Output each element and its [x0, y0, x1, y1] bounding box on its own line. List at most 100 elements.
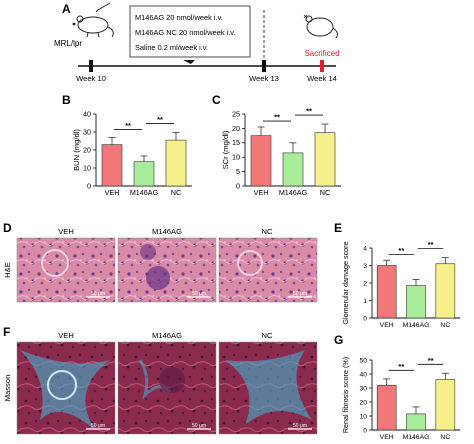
sacrificed-label: Sacrificed: [304, 49, 339, 58]
bar-nc: [165, 139, 187, 187]
he-scalebar-nc: 50 μm: [288, 291, 312, 298]
x-tick-label: NC: [440, 322, 450, 329]
he-row: VEH M146AG NC 50 μm 50 μm 50 μm H&E: [3, 227, 318, 303]
week13-tick: [262, 60, 266, 72]
bar-m146ag: [406, 285, 426, 319]
bar-veh: [376, 265, 397, 319]
row-label-masson: Masson: [3, 375, 12, 402]
significance-stars: **: [428, 356, 434, 365]
y-axis-label: Renal fibrosis score (%): [341, 357, 350, 433]
y-tick-label: 3: [363, 263, 367, 270]
masson-collagen-veh: [20, 350, 110, 430]
panel-letter-e: E: [334, 221, 342, 235]
y-tick-label: 30: [359, 385, 367, 392]
mouse-label: MRL/lpr: [54, 39, 82, 48]
chart-fibrosis: 0 10 20 30 40 50 Renal fibrosis score (%) VEH M1…: [341, 356, 460, 441]
y-axis-label: BUN (mg/dl): [72, 129, 81, 171]
y-tick-label: 10: [232, 153, 240, 162]
bar-veh: [101, 144, 123, 187]
scalebar-label: 50 μm: [91, 291, 105, 297]
panel-letter-a: A: [62, 2, 71, 16]
he-glomerulus-m146ag-2: [140, 244, 156, 260]
y-tick-label: 40: [359, 371, 367, 378]
week10-tick: [89, 60, 93, 72]
y-tick-label: 5: [236, 167, 240, 176]
bar-nc: [314, 132, 336, 187]
he-glomerulus-m146ag-1: [146, 266, 170, 290]
mouse-icon: [72, 15, 114, 38]
chart-bun: 0 10 20 30 40 BUN (mg/dl) VEH M146AG NC ** **: [72, 109, 192, 197]
y-tick-label: 4: [363, 245, 367, 252]
y-tick-label: 2: [363, 280, 367, 287]
treatment-1: M146AG 20 nmol/week i.v.: [135, 13, 223, 22]
masson-glomerulus-veh: [47, 370, 77, 400]
scalebar-label: 50 μm: [192, 423, 206, 429]
masson-glomerulus-m146ag: [159, 367, 185, 393]
syringe-icon: [95, 2, 111, 13]
x-tick-label: VEH: [380, 434, 394, 441]
x-tick-label: VEH: [254, 188, 269, 197]
x-tick-label: M146AG: [403, 434, 430, 441]
column-label-nc: NC: [262, 227, 273, 236]
bar-veh: [376, 384, 397, 431]
panel-letter-d: D: [3, 221, 12, 235]
bar-m146ag: [282, 152, 304, 187]
x-tick-label: NC: [440, 434, 450, 441]
y-tick-label: 20: [83, 145, 91, 154]
he-glomerulus-nc: [237, 250, 263, 276]
x-tick-label: M146AG: [130, 188, 159, 197]
significance-stars: **: [428, 240, 434, 249]
week-13-label: Week 13: [249, 74, 279, 83]
y-tick-label: 40: [83, 109, 91, 118]
treatment-box: [129, 5, 251, 58]
he-glomerulus-veh: [41, 249, 69, 277]
x-tick-label: M146AG: [279, 188, 308, 197]
bar-nc: [435, 379, 456, 431]
column-label-veh: VEH: [58, 227, 74, 236]
he-image-nc: [218, 237, 318, 303]
panel-letter-b: B: [62, 93, 71, 107]
he-scalebar-veh: 50 μm: [86, 291, 110, 298]
y-tick-label: 50: [359, 357, 367, 364]
week-10-label: Week 10: [76, 74, 106, 83]
y-tick-label: 0: [363, 315, 367, 322]
y-tick-label: 0: [236, 181, 240, 190]
he-scalebar-m146ag: 50 μm: [187, 291, 211, 298]
scalebar-label: 50 μm: [91, 423, 105, 429]
y-tick-label: 20: [359, 399, 367, 406]
chart-scr: 0 5 10 15 20 25 SCr (mg/dl) VEH M146AG NC ** **: [221, 107, 341, 197]
y-tick-label: 10: [83, 163, 91, 172]
y-tick-label: 30: [83, 127, 91, 136]
y-axis-label: SCr (mg/dl): [221, 130, 230, 169]
bar-veh: [250, 135, 272, 187]
x-tick-label: NC: [171, 188, 181, 197]
panel-letter-g: G: [334, 333, 343, 347]
significance-stars: **: [306, 107, 312, 116]
column-label-m146ag: M146AG: [152, 331, 182, 340]
y-tick-label: 25: [232, 109, 240, 118]
significance-stars: **: [398, 362, 404, 371]
y-tick-label: 0: [87, 181, 91, 190]
significance-stars: **: [125, 121, 131, 130]
x-tick-label: VEH: [380, 322, 394, 329]
x-tick-label: VEH: [105, 188, 120, 197]
chart-glomerular: 0 1 2 3 4 Glomerular damage score VEH M146AG NC *…: [341, 240, 460, 329]
panel-letter-c: C: [212, 93, 221, 107]
row-label-he: H&E: [3, 262, 12, 278]
bar-nc: [435, 263, 456, 319]
masson-scalebar-nc: 50 μm: [288, 423, 312, 430]
scalebar-label: 50 μm: [192, 291, 206, 297]
column-label-nc: NC: [262, 331, 273, 340]
masson-row: VEH M146AG NC 50 μm 50 μm 50 μm Masson: [3, 331, 318, 435]
y-axis-label: Glomerular damage score: [341, 241, 350, 324]
significance-stars: **: [398, 246, 404, 255]
he-image-m146ag: [117, 237, 217, 303]
masson-scalebar-m146ag: 50 μm: [187, 423, 211, 430]
week-14-label: Week 14: [307, 74, 337, 83]
treatment-arrow-icon: [183, 60, 195, 64]
scalebar-label: 50 μm: [293, 291, 307, 297]
x-tick-label: M146AG: [403, 322, 430, 329]
y-tick-label: 1: [363, 298, 367, 305]
significance-stars: **: [274, 113, 280, 122]
